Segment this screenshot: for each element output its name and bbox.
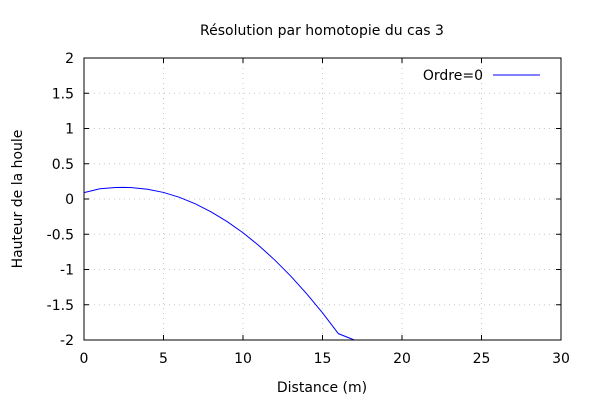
ticks: 0 5 10 15 20 25 30 2 1.5 1 0.5 0 -0.5 -1 -1.5 -2 (47, 51, 570, 367)
legend: Ordre=0 (423, 68, 540, 84)
x-axis-label: Distance (m) (277, 380, 367, 396)
legend-label: Ordre=0 (423, 68, 483, 84)
x-tick-label: 0 (80, 351, 89, 367)
y-tick-label: 1.5 (52, 86, 74, 102)
x-tick-label: 10 (234, 351, 252, 367)
y-tick-label: 2 (65, 51, 74, 67)
y-axis-label: Hauteur de la houle (10, 130, 26, 269)
y-tick-label: -2 (60, 333, 74, 349)
y-tick-label: -1 (60, 263, 74, 279)
grid (84, 58, 561, 340)
x-tick-label: 25 (473, 351, 491, 367)
y-tick-label: -1.5 (47, 298, 74, 314)
x-tick-label: 15 (314, 351, 332, 367)
series-layer (83, 186, 355, 341)
y-tick-label: 0.5 (52, 157, 74, 173)
x-tick-label: 5 (159, 351, 168, 367)
y-tick-label: 0 (65, 192, 74, 208)
chart-title: Résolution par homotopie du cas 3 (200, 23, 444, 39)
y-tick-label: -0.5 (47, 227, 74, 243)
series-line-0 (83, 186, 355, 341)
x-tick-label: 20 (393, 351, 411, 367)
y-tick-label: 1 (65, 122, 74, 138)
x-tick-label: 30 (552, 351, 570, 367)
